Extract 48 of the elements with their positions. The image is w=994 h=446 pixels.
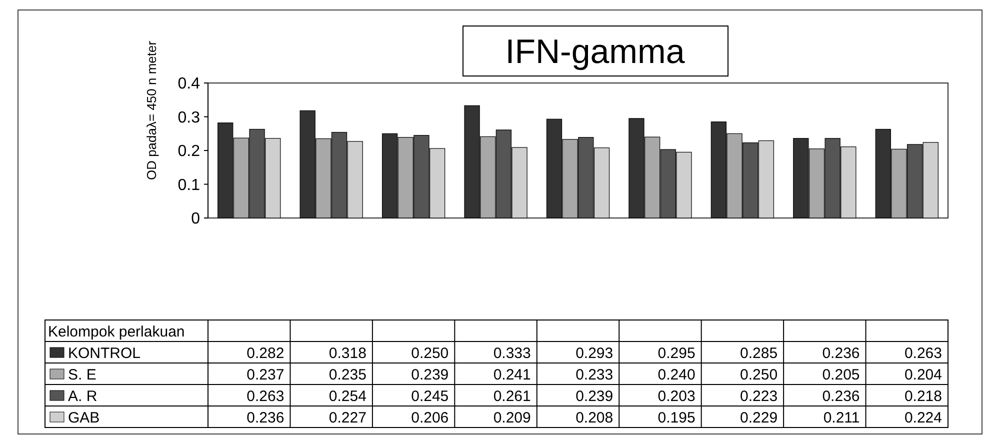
y-tick-label: 0.1 <box>178 176 200 194</box>
data-label: 0.204 <box>904 366 942 384</box>
data-label: 0.203 <box>658 388 696 405</box>
data-label: 0.250 <box>411 345 449 362</box>
data-label: 0.240 <box>658 366 696 384</box>
data-label: 0.224 <box>904 410 942 426</box>
data-label: 0.229 <box>740 410 778 426</box>
data-label: 0.233 <box>576 366 614 384</box>
legend-label: GAB <box>68 410 100 426</box>
data-label: 0.245 <box>411 388 449 405</box>
data-label: 0.239 <box>411 366 449 384</box>
y-tick-label: 0.2 <box>178 143 200 160</box>
data-label: 0.241 <box>493 366 531 384</box>
data-label: 0.239 <box>576 388 614 405</box>
data-label: 0.236 <box>246 410 284 426</box>
data-label: 0.250 <box>740 366 778 384</box>
data-label: 0.208 <box>576 410 614 426</box>
data-label: 0.333 <box>493 345 531 362</box>
y-tick-label: 0 <box>191 210 200 228</box>
data-label: 0.263 <box>904 345 942 362</box>
data-label: 0.236 <box>822 388 860 405</box>
data-label: 0.227 <box>328 410 366 426</box>
data-label: 0.318 <box>328 345 366 362</box>
data-label: 0.261 <box>493 388 531 405</box>
data-label: 0.263 <box>246 388 284 405</box>
data-label: 0.206 <box>411 410 449 426</box>
legend-label: S. E <box>68 366 96 384</box>
y-tick-label: 0.4 <box>178 76 200 93</box>
data-label: 0.218 <box>904 388 942 405</box>
data-label: 0.293 <box>576 345 614 362</box>
y-tick-label: 0.3 <box>178 109 200 126</box>
legend-label: KONTROL <box>68 345 141 362</box>
data-label: 0.285 <box>740 345 778 362</box>
data-label: 0.295 <box>658 345 696 362</box>
data-label: 0.205 <box>822 366 860 384</box>
chart-title: IFN-gamma <box>505 33 685 71</box>
data-label: 0.236 <box>822 345 860 362</box>
data-label: 0.235 <box>328 366 366 384</box>
data-label: 0.282 <box>246 345 284 362</box>
data-label: 0.254 <box>328 388 366 405</box>
text: Kelompok perlakuan <box>48 324 185 340</box>
y-axis-title: OD padaλ= 450 n meter <box>144 40 159 180</box>
data-label: 0.223 <box>740 388 778 405</box>
legend-label: A. R <box>68 388 98 405</box>
data-label: 0.211 <box>823 410 860 426</box>
data-label: 0.237 <box>246 366 284 384</box>
data-label: 0.209 <box>493 410 531 426</box>
data-label: 0.195 <box>658 410 696 426</box>
